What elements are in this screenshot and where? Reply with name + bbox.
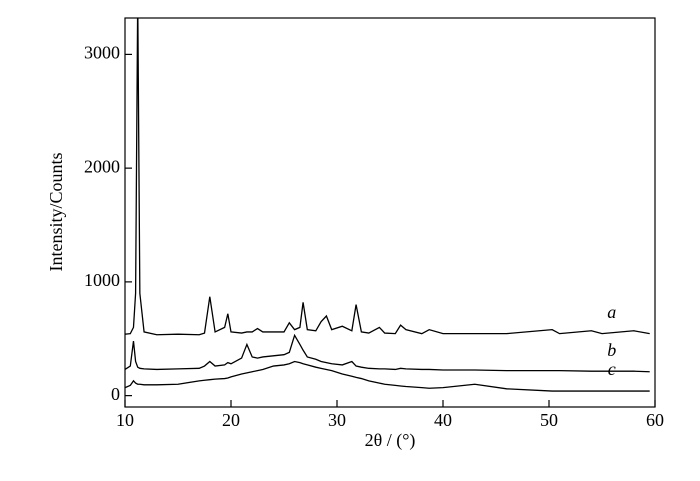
plot-area — [125, 18, 650, 392]
series-line — [125, 18, 650, 336]
y-tick-label: 3000 — [84, 43, 120, 63]
x-tick-label: 30 — [328, 410, 346, 430]
x-tick-label: 40 — [434, 410, 452, 430]
y-axis-label: Intensity/Counts — [46, 152, 66, 271]
plot-frame — [124, 17, 656, 408]
series-label: b — [607, 340, 616, 360]
x-tick-label: 60 — [646, 410, 664, 430]
series-line — [125, 333, 650, 373]
series-label: c — [608, 359, 616, 379]
y-tick-label: 2000 — [84, 156, 120, 176]
x-tick-label: 20 — [222, 410, 240, 430]
x-axis-label: 2θ / (°) — [365, 430, 416, 451]
y-tick-label: 0 — [111, 384, 120, 404]
x-tick-label: 10 — [116, 410, 134, 430]
y-tick-label: 1000 — [84, 270, 120, 290]
x-tick-label: 50 — [540, 410, 558, 430]
series-label: a — [607, 302, 616, 322]
series-line — [125, 360, 650, 392]
